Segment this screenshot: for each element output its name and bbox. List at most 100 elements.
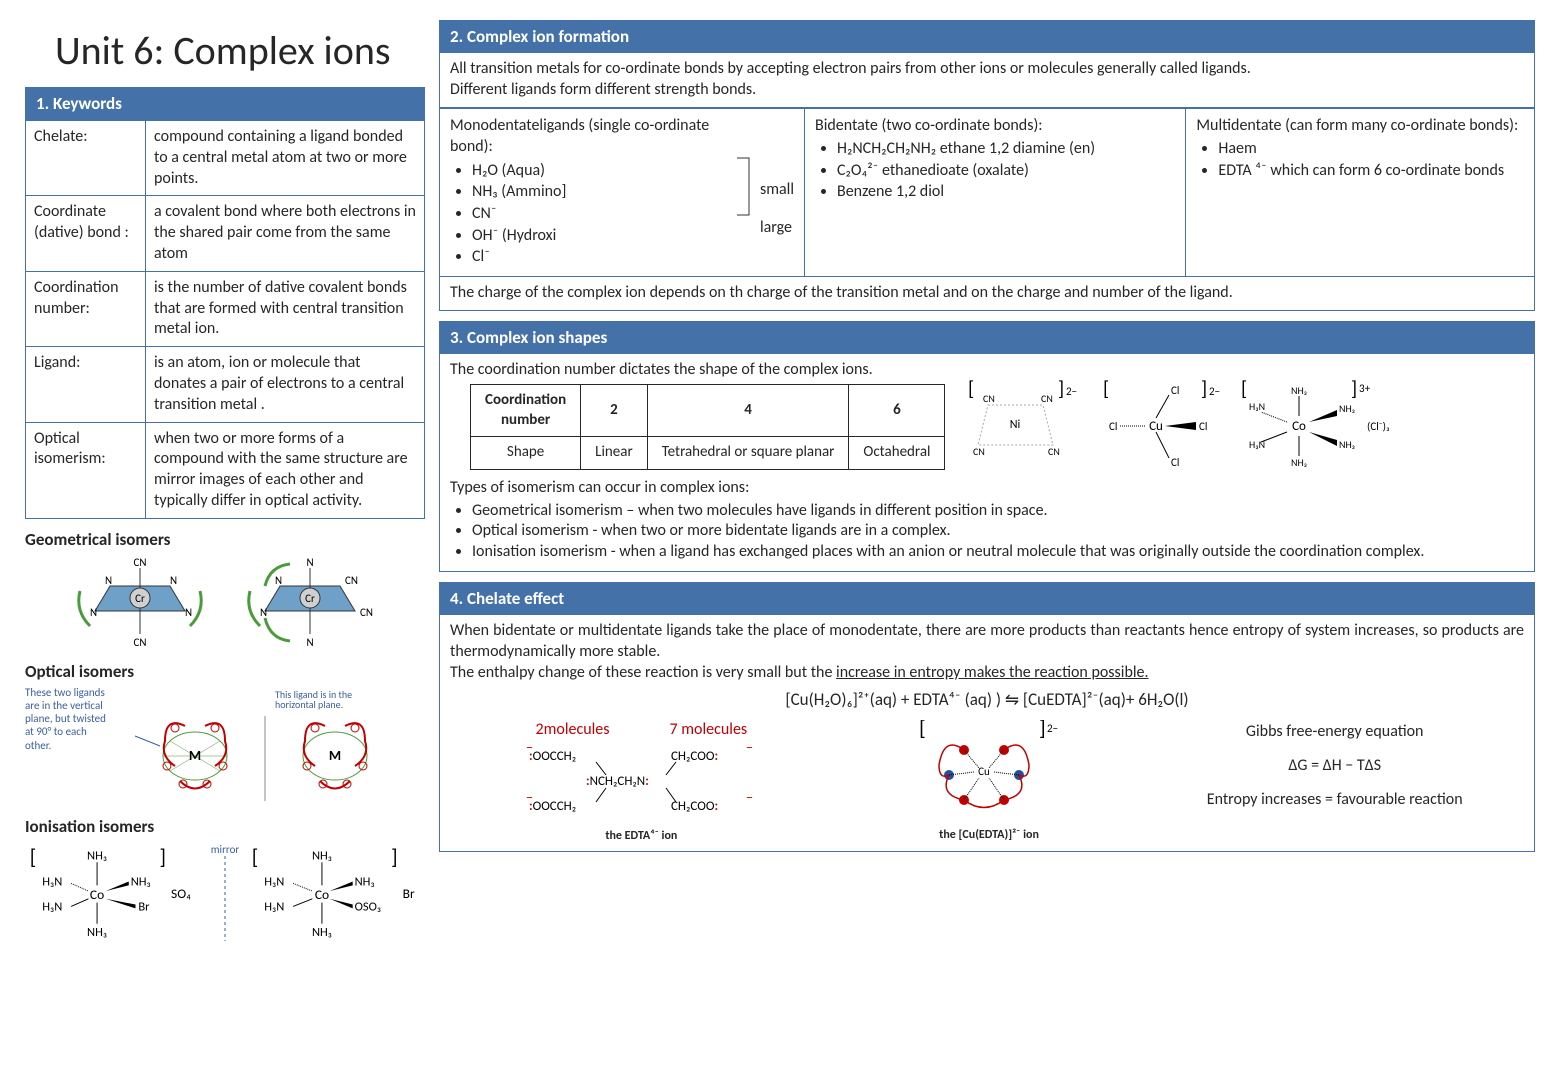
svg-text:N: N xyxy=(306,636,313,649)
chelate-p2: The enthalpy change of these reaction is… xyxy=(450,663,1524,684)
tetrahedral-diagram: []2− Cu Cl Cl Cl Cl xyxy=(1101,380,1221,470)
svg-text:N: N xyxy=(260,606,267,619)
svg-text:CH₂COO:: CH₂COO: xyxy=(671,749,718,764)
svg-text:−: − xyxy=(526,740,533,756)
svg-text:CN: CN xyxy=(345,574,358,587)
geometrical-isomers-diagram: Cr CN CN NN NN Cr N N NCN NCN xyxy=(25,556,425,651)
svg-text:[: [ xyxy=(30,844,36,870)
svg-text:Co: Co xyxy=(90,886,104,903)
svg-text:[: [ xyxy=(968,380,974,401)
table-row: Optical isomerism:when two or more forms… xyxy=(26,422,425,518)
optical-isomers-heading: Optical isomers xyxy=(25,661,425,682)
svg-text:Cl: Cl xyxy=(1199,420,1207,433)
svg-text:]: ] xyxy=(160,844,166,870)
svg-text:CN: CN xyxy=(134,636,147,649)
monodentate-list: H₂O (Aqua) NH₃ (Ammino] CN⁻ OH⁻ (Hydroxi… xyxy=(450,160,728,268)
size-small-label: small xyxy=(760,171,794,209)
formation-footer: The charge of the complex ion depends on… xyxy=(440,276,1534,310)
svg-text:NH₃: NH₃ xyxy=(131,874,151,889)
ionisation-isomers-diagram: [] NH₃ NH₃ H₃NH₃N NH₃Br Co SO₄ mirror []… xyxy=(25,843,425,943)
bidentate-list: H₂NCH₂CH₂NH₂ ethane 1,2 diamine (en) C₂O… xyxy=(815,138,1175,203)
gibbs-panel: Gibbs free-energy equation ΔG = ΔH − TΔS… xyxy=(1207,720,1463,812)
svg-text:NH₃: NH₃ xyxy=(1339,402,1355,415)
gibbs-heading: Gibbs free-energy equation xyxy=(1207,720,1463,744)
svg-text:M: M xyxy=(189,747,201,764)
molecules-7-label: 7 molecules xyxy=(670,720,748,741)
svg-text:CN: CN xyxy=(1041,392,1053,405)
svg-text:Cu: Cu xyxy=(978,765,990,778)
svg-text:Br: Br xyxy=(403,885,415,902)
svg-text:2−: 2− xyxy=(1066,385,1077,398)
svg-text:NH₃: NH₃ xyxy=(355,874,375,889)
table-row: Ligand:is an atom, ion or molecule that … xyxy=(26,347,425,422)
formation-block: 2. Complex ion formation All transition … xyxy=(439,20,1535,311)
formation-intro-2: Different ligands form different strengt… xyxy=(450,80,1524,101)
isomerism-list: Geometrical isomerism – when two molecul… xyxy=(450,501,1524,563)
shapes-header: 3. Complex ion shapes xyxy=(439,321,1535,354)
svg-text:]: ] xyxy=(1351,380,1357,401)
svg-text:[: [ xyxy=(1103,380,1109,401)
svg-text:NH₃: NH₃ xyxy=(1291,384,1307,397)
svg-text::NCH₂CH₂N:: :NCH₂CH₂N: xyxy=(586,774,649,789)
svg-text:]: ] xyxy=(1039,720,1046,741)
svg-text:H₃N: H₃N xyxy=(42,874,62,889)
geometrical-isomers-heading: Geometrical isomers xyxy=(25,529,425,550)
cuedta-diagram: []2− Cu xyxy=(914,720,1064,844)
monodentate-heading: Monodentateligands (single co-ordinate b… xyxy=(450,115,728,158)
svg-text:N: N xyxy=(90,606,97,619)
table-row: Chelate:compound containing a ligand bon… xyxy=(26,121,425,196)
octahedral-diagram: []3+ Co NH₃ NH₃ H₃N H₃N NH₃ NH₃ (Cl⁻)₃ xyxy=(1239,380,1389,470)
chelate-header: 4. Chelate effect xyxy=(439,582,1535,615)
svg-text::OOCCH₂: :OOCCH₂ xyxy=(529,749,576,764)
svg-text:−: − xyxy=(746,789,753,806)
page-title: Unit 6: Complex ions xyxy=(25,20,425,87)
gibbs-equation: ΔG = ΔH − TΔS xyxy=(1207,754,1463,778)
edta-ion-label: the EDTA⁴⁻ ion xyxy=(511,829,771,845)
svg-text:CN: CN xyxy=(973,445,985,458)
size-large-label: large xyxy=(760,209,794,247)
formation-intro-1: All transition metals for co-ordinate bo… xyxy=(450,59,1524,80)
svg-text:NH₃: NH₃ xyxy=(1339,438,1355,451)
svg-text:[: [ xyxy=(1241,380,1247,401)
svg-text:OSO₃: OSO₃ xyxy=(355,899,381,914)
coordination-table: Coordination number 2 4 6 Shape Linear T… xyxy=(470,384,945,470)
svg-text:−: − xyxy=(526,789,533,806)
svg-text:2−: 2− xyxy=(1209,385,1220,398)
chelate-block: 4. Chelate effect When bidentate or mult… xyxy=(439,582,1535,852)
svg-text:]: ] xyxy=(1058,380,1064,401)
svg-text:Cl: Cl xyxy=(1171,384,1179,397)
svg-text:N: N xyxy=(275,574,282,587)
svg-text:Co: Co xyxy=(315,886,329,903)
svg-text:−: − xyxy=(746,740,753,756)
chelate-equation: [Cu(H₂O)₆]²⁺(aq) + EDTA⁴⁻ (aq) ) ⇋ [CuED… xyxy=(450,689,1524,711)
shapes-intro: The coordination number dictates the sha… xyxy=(450,360,1524,381)
cuedta-ion-label: the [Cu(EDTA)]²⁻ ion xyxy=(914,828,1064,844)
svg-text:CN: CN xyxy=(1048,445,1060,458)
edta-diagram: 2molecules 7 molecules :OOCCH₂ CH₂COO: :… xyxy=(511,720,771,845)
svg-text:3+: 3+ xyxy=(1359,382,1371,395)
svg-text:Co: Co xyxy=(1293,419,1307,434)
svg-text:CN: CN xyxy=(134,556,147,569)
svg-text:[: [ xyxy=(252,844,258,870)
svg-text:Ni: Ni xyxy=(1010,418,1021,432)
svg-text:Cl: Cl xyxy=(1109,420,1117,433)
table-row: Coordinate (dative) bond :a covalent bon… xyxy=(26,196,425,271)
svg-text:NH₃: NH₃ xyxy=(87,848,107,863)
multidentate-list: Haem EDTA ⁴⁻ which can form 6 co-ordinat… xyxy=(1196,138,1524,181)
svg-text:M: M xyxy=(329,747,341,764)
svg-text:H₃N: H₃N xyxy=(265,899,285,914)
table-row: Coordination number:is the number of dat… xyxy=(26,271,425,346)
svg-text:Br: Br xyxy=(138,899,150,914)
keywords-block: 1. Keywords Chelate:compound containing … xyxy=(25,87,425,519)
ionisation-isomers-heading: Ionisation isomers xyxy=(25,816,425,837)
svg-text:NH₃: NH₃ xyxy=(87,925,107,940)
square-planar-diagram: []2− Ni CN CN CN CN xyxy=(963,380,1083,470)
gibbs-note: Entropy increases = favourable reaction xyxy=(1207,788,1463,812)
mirror-label: mirror xyxy=(211,843,239,856)
svg-text:Cl: Cl xyxy=(1171,456,1179,469)
svg-text:H₃N: H₃N xyxy=(265,874,285,889)
svg-text:Cr: Cr xyxy=(135,592,145,605)
bidentate-heading: Bidentate (two co-ordinate bonds): xyxy=(815,115,1175,137)
svg-text:N: N xyxy=(170,574,177,587)
svg-text:CN: CN xyxy=(983,392,995,405)
